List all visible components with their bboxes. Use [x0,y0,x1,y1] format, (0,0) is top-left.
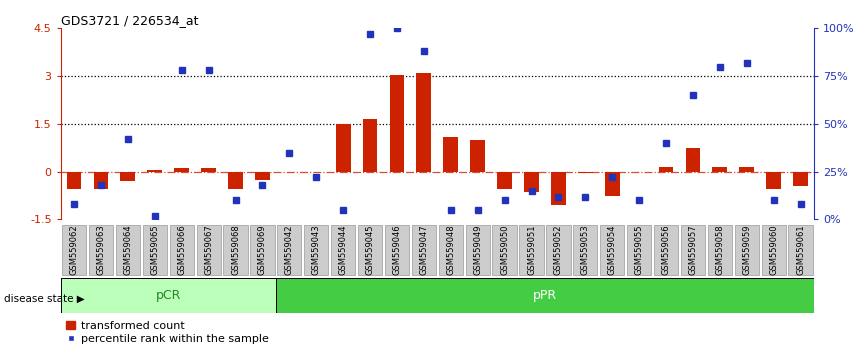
Bar [443,137,458,172]
FancyBboxPatch shape [223,225,248,275]
Bar [336,124,351,172]
FancyBboxPatch shape [627,225,651,275]
Bar [147,170,162,172]
Bar [94,172,108,189]
Text: GSM559064: GSM559064 [123,224,132,275]
Text: GSM559045: GSM559045 [365,224,375,275]
Text: GSM559068: GSM559068 [231,224,240,275]
Bar [551,172,565,205]
FancyBboxPatch shape [170,225,194,275]
Bar [659,167,674,172]
Bar [417,73,431,172]
FancyBboxPatch shape [277,225,301,275]
FancyBboxPatch shape [546,225,571,275]
FancyBboxPatch shape [250,225,275,275]
Bar [766,172,781,189]
Text: GSM559044: GSM559044 [339,224,347,275]
Text: GSM559058: GSM559058 [715,224,724,275]
Text: GSM559046: GSM559046 [392,224,402,275]
Text: GSM559052: GSM559052 [554,224,563,275]
Bar [363,119,378,172]
Text: GDS3721 / 226534_at: GDS3721 / 226534_at [61,14,198,27]
Text: GSM559049: GSM559049 [473,224,482,275]
Text: GSM559067: GSM559067 [204,224,213,275]
FancyBboxPatch shape [573,225,598,275]
FancyBboxPatch shape [331,225,355,275]
Text: GSM559054: GSM559054 [608,224,617,275]
Bar [686,148,701,172]
Text: pCR: pCR [156,289,181,302]
FancyBboxPatch shape [600,225,624,275]
Text: GSM559066: GSM559066 [178,224,186,275]
Bar [604,172,620,195]
Text: GSM559043: GSM559043 [312,224,320,275]
Bar [201,168,216,172]
FancyBboxPatch shape [466,225,490,275]
Bar [120,172,135,181]
FancyBboxPatch shape [411,225,436,275]
FancyBboxPatch shape [788,225,812,275]
FancyBboxPatch shape [761,225,785,275]
FancyBboxPatch shape [197,225,221,275]
FancyBboxPatch shape [734,225,759,275]
Text: GSM559053: GSM559053 [581,224,590,275]
Bar [713,167,727,172]
FancyBboxPatch shape [708,225,732,275]
Bar [524,172,539,193]
Bar [67,172,81,189]
Text: GSM559048: GSM559048 [446,224,456,275]
Bar [255,172,270,180]
FancyBboxPatch shape [304,225,328,275]
FancyBboxPatch shape [358,225,382,275]
Text: GSM559056: GSM559056 [662,224,670,275]
FancyBboxPatch shape [143,225,167,275]
Bar [228,172,243,189]
Text: pPR: pPR [533,289,557,302]
Text: GSM559050: GSM559050 [500,224,509,275]
Text: GSM559042: GSM559042 [285,224,294,275]
Text: GSM559061: GSM559061 [796,224,805,275]
Bar [793,172,808,186]
Bar [61,278,276,313]
Bar [276,278,814,313]
Text: GSM559062: GSM559062 [69,224,79,275]
Text: GSM559051: GSM559051 [527,224,536,275]
Text: GSM559047: GSM559047 [419,224,429,275]
FancyBboxPatch shape [654,225,678,275]
Text: GSM559059: GSM559059 [742,224,752,275]
Text: disease state ▶: disease state ▶ [4,294,85,304]
FancyBboxPatch shape [89,225,113,275]
Bar [470,140,485,172]
Text: GSM559060: GSM559060 [769,224,779,275]
Text: GSM559063: GSM559063 [96,224,106,275]
Text: GSM559057: GSM559057 [688,224,697,275]
FancyBboxPatch shape [439,225,463,275]
FancyBboxPatch shape [385,225,409,275]
Text: GSM559055: GSM559055 [635,224,643,275]
FancyBboxPatch shape [493,225,517,275]
Bar [390,75,404,172]
Bar [740,167,754,172]
Bar [578,172,592,173]
Text: GSM559069: GSM559069 [258,224,267,275]
FancyBboxPatch shape [520,225,544,275]
FancyBboxPatch shape [62,225,87,275]
FancyBboxPatch shape [116,225,140,275]
Bar [497,172,512,189]
FancyBboxPatch shape [681,225,705,275]
Bar [174,168,189,172]
Text: GSM559065: GSM559065 [151,224,159,275]
Legend: transformed count, percentile rank within the sample: transformed count, percentile rank withi… [66,321,268,344]
